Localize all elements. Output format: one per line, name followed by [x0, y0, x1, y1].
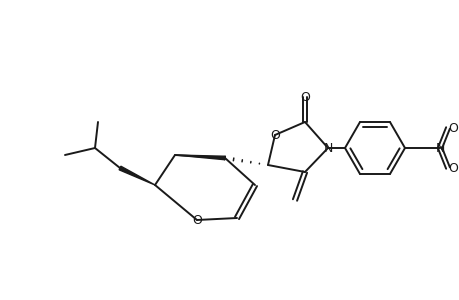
Polygon shape — [174, 155, 224, 160]
Text: N: N — [323, 142, 332, 154]
Text: O: O — [299, 91, 309, 103]
Text: O: O — [269, 128, 280, 142]
Text: O: O — [447, 122, 457, 134]
Text: O: O — [447, 161, 457, 175]
Text: O: O — [192, 214, 202, 226]
Text: N: N — [434, 142, 444, 154]
Polygon shape — [119, 166, 155, 185]
